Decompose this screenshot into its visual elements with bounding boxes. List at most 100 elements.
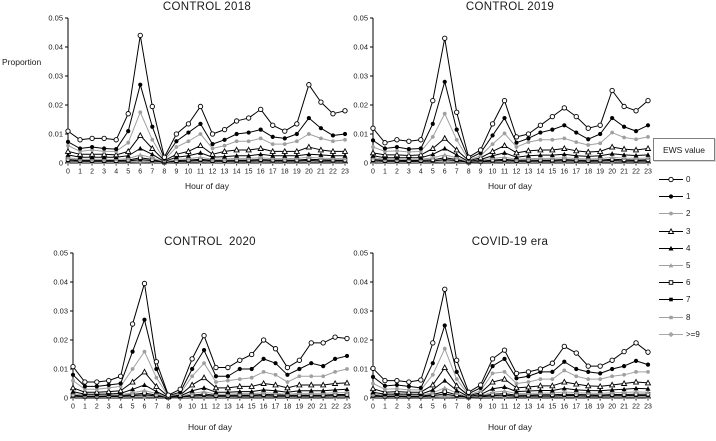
series-marker-ews-2 bbox=[270, 142, 275, 147]
y-tick-label: 0 bbox=[59, 159, 63, 168]
x-tick-label: 0 bbox=[371, 404, 375, 411]
series-marker-ews-2 bbox=[371, 381, 375, 386]
series-marker-ews-5 bbox=[585, 156, 591, 161]
y-tick-label: 0.03 bbox=[353, 307, 368, 316]
x-tick-label: 23 bbox=[644, 169, 652, 176]
series-marker-ews-3 bbox=[308, 381, 315, 388]
series-marker-ews-2 bbox=[562, 368, 567, 373]
legend-entries: 0 1 2 3 4 5 6 7 8 >=9 bbox=[658, 171, 716, 343]
series-line-ews-1 bbox=[72, 319, 348, 397]
series-marker-ews-0 bbox=[394, 137, 400, 143]
series-marker-ews-0 bbox=[418, 137, 424, 143]
series-line-ews-2 bbox=[372, 348, 648, 396]
x-tick-label: 20 bbox=[307, 404, 315, 411]
series-marker-ews-2 bbox=[142, 349, 147, 354]
series-marker-ews-4 bbox=[621, 152, 627, 157]
series-marker-ews-5 bbox=[294, 155, 300, 161]
series-marker-ews-4 bbox=[237, 389, 243, 394]
series-marker-ews-4 bbox=[585, 387, 591, 393]
x-tick-label: 18 bbox=[284, 404, 292, 411]
y-tick-label: 0.02 bbox=[48, 101, 63, 110]
series-marker-ews-7 bbox=[442, 392, 447, 396]
series-marker-ews-0 bbox=[633, 108, 639, 114]
series-marker-ews-4 bbox=[246, 153, 252, 158]
series-marker-ews-0 bbox=[282, 128, 288, 134]
legend-marker-square-gray bbox=[669, 315, 673, 319]
series-marker-ews-2 bbox=[90, 148, 94, 152]
series-marker-ews-2 bbox=[514, 145, 519, 149]
series-marker-ews-4 bbox=[320, 388, 326, 393]
series-marker-ews-4 bbox=[173, 154, 179, 160]
x-tick-label: 1 bbox=[383, 169, 387, 176]
series-marker-ews-1 bbox=[514, 376, 519, 381]
series-marker-ews-5 bbox=[502, 388, 507, 393]
series-marker-ews-3 bbox=[129, 378, 136, 385]
series-marker-ews-0 bbox=[537, 366, 544, 372]
series-marker-ews-0 bbox=[209, 131, 216, 137]
series-marker-ews-5 bbox=[201, 389, 207, 394]
series-marker-ews-2 bbox=[150, 137, 155, 142]
x-tick-label: 6 bbox=[143, 404, 147, 411]
series-marker-ews-3 bbox=[248, 382, 255, 389]
series-marker-ews-4 bbox=[549, 152, 555, 158]
series-marker-ews-4 bbox=[585, 153, 591, 159]
series-marker-ews-1 bbox=[394, 382, 400, 388]
series-marker-ews-0 bbox=[370, 365, 376, 372]
series-marker-ews-4 bbox=[296, 388, 302, 393]
series-marker-ews-3 bbox=[573, 147, 580, 154]
series-marker-ews-3 bbox=[197, 142, 204, 149]
series-marker-ews-4 bbox=[370, 389, 376, 395]
series-marker-ews-0 bbox=[308, 340, 314, 346]
series-marker-ews-1 bbox=[526, 374, 531, 379]
series-marker-ews-0 bbox=[129, 321, 136, 327]
series-marker-ews-2 bbox=[71, 378, 75, 383]
series-marker-ews-4 bbox=[490, 153, 496, 158]
series-marker-ews-1 bbox=[621, 364, 627, 369]
series-line-ews-4 bbox=[72, 384, 348, 398]
series-marker-ews-5 bbox=[297, 390, 302, 396]
series-marker-ews-3 bbox=[245, 146, 252, 153]
x-tick-label: 4 bbox=[114, 169, 118, 176]
x-tick-label: 22 bbox=[632, 404, 640, 411]
series-marker-ews-3 bbox=[221, 147, 228, 154]
x-tick-label: 14 bbox=[536, 404, 544, 411]
x-tick-label: 3 bbox=[407, 169, 411, 176]
series-marker-ews-3 bbox=[149, 144, 156, 151]
series-marker-ews-1 bbox=[309, 361, 314, 366]
series-marker-ews-4 bbox=[454, 152, 460, 157]
series-marker-ews-3 bbox=[260, 379, 267, 386]
series-marker-ews-1 bbox=[190, 366, 195, 372]
series-marker-ews-2 bbox=[371, 145, 375, 149]
series-marker-ews-1 bbox=[174, 139, 179, 144]
series-marker-ews-2 bbox=[106, 385, 111, 390]
series-marker-ews-1 bbox=[406, 146, 411, 152]
series-marker-ews-4 bbox=[418, 155, 424, 160]
series-marker-ews-2 bbox=[225, 378, 230, 383]
series-marker-ews-2 bbox=[406, 150, 411, 154]
series-marker-ews-0 bbox=[454, 357, 460, 363]
series-marker-ews-1 bbox=[382, 146, 388, 151]
series-marker-ews-2 bbox=[222, 143, 227, 148]
x-tick-label: 10 bbox=[489, 404, 497, 411]
x-tick-label: 17 bbox=[572, 404, 580, 411]
series-marker-ews-0 bbox=[621, 348, 627, 355]
x-tick-label: 13 bbox=[525, 404, 533, 411]
x-tick-label: 11 bbox=[501, 169, 508, 176]
series-marker-ews-0 bbox=[237, 357, 243, 363]
x-tick-label: 4 bbox=[119, 404, 123, 411]
series-marker-ews-2 bbox=[234, 139, 239, 144]
series-marker-ews-3 bbox=[632, 378, 640, 385]
series-marker-ews-1 bbox=[633, 358, 639, 363]
legend-marker-icon bbox=[659, 280, 683, 285]
series-marker-ews-3 bbox=[284, 384, 291, 391]
series-marker-ews-1 bbox=[418, 146, 423, 151]
x-tick-label: 9 bbox=[174, 169, 178, 176]
y-tick-label: 0.05 bbox=[353, 14, 368, 23]
series-marker-ews-0 bbox=[118, 373, 124, 379]
series-marker-ews-3 bbox=[88, 150, 96, 157]
series-marker-ews-4 bbox=[645, 152, 651, 157]
series-marker-ews-1 bbox=[344, 353, 350, 359]
series-marker-ews-1 bbox=[186, 130, 191, 135]
series-marker-ews-1 bbox=[330, 133, 336, 138]
series-marker-ews-0 bbox=[284, 364, 291, 371]
